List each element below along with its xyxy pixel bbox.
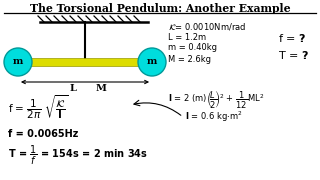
Text: m = 0.40kg: m = 0.40kg <box>168 44 217 53</box>
Text: $\mathbf{I}$ = 2 (m)$\left(\!\dfrac{L}{2}\!\right)^{\!2}$ + $\dfrac{1}{12}$ML$^2: $\mathbf{I}$ = 2 (m)$\left(\!\dfrac{L}{2… <box>168 89 264 111</box>
Text: f = $\dfrac{1}{2\pi}$ $\sqrt{\dfrac{\mathcal{K}}{\mathbf{I}}}$: f = $\dfrac{1}{2\pi}$ $\sqrt{\dfrac{\mat… <box>8 94 68 122</box>
Text: The Torsional Pendulum: Another Example: The Torsional Pendulum: Another Example <box>30 3 290 14</box>
Text: T = $\dfrac{1}{f}$ = 154s = 2 min 34s: T = $\dfrac{1}{f}$ = 154s = 2 min 34s <box>8 143 148 166</box>
Text: T = $\bf{?}$: T = $\bf{?}$ <box>278 49 309 61</box>
Circle shape <box>4 48 32 76</box>
Text: L = 1.2m: L = 1.2m <box>168 33 206 42</box>
Text: $\mathcal{K}$= 0.0010Nm/rad: $\mathcal{K}$= 0.0010Nm/rad <box>168 21 246 31</box>
Text: M = 2.6kg: M = 2.6kg <box>168 55 211 64</box>
Text: M: M <box>96 84 107 93</box>
Text: m: m <box>13 57 23 66</box>
Bar <box>18 58 152 66</box>
Circle shape <box>138 48 166 76</box>
Text: m: m <box>147 57 157 66</box>
Text: f = $\bf{?}$: f = $\bf{?}$ <box>278 32 306 44</box>
Text: L: L <box>69 84 76 93</box>
Text: $\mathbf{I}$ = 0.6 kg$\cdot$m$^2$: $\mathbf{I}$ = 0.6 kg$\cdot$m$^2$ <box>185 110 243 124</box>
Text: f = 0.0065Hz: f = 0.0065Hz <box>8 129 78 139</box>
